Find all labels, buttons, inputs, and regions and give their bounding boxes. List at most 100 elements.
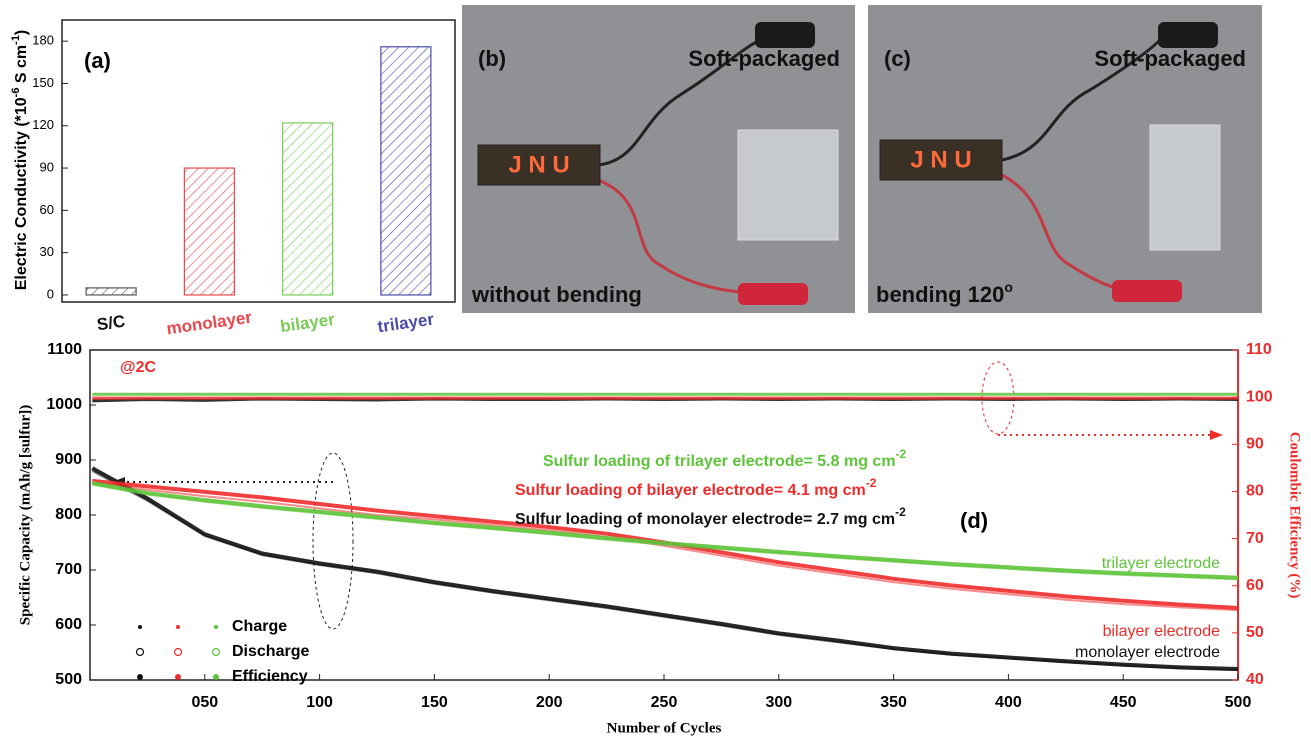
y-tick-label: 800 [55, 506, 82, 523]
series-discharge [91, 470, 1239, 672]
clip [738, 283, 808, 305]
x-tick-label: 450 [1110, 694, 1137, 711]
y2-tick-label: 60 [1246, 577, 1264, 594]
legend-marker [211, 647, 221, 657]
led-panel [477, 144, 601, 186]
photo: J N U (c) Soft-packaged bending 120o [868, 5, 1262, 313]
y2-tick-label: 70 [1246, 530, 1264, 547]
loading-sup: -2 [895, 505, 906, 519]
x-tick-label: 050 [191, 694, 218, 711]
legend-marker [138, 625, 142, 629]
x-tick-label: S/C [96, 312, 127, 335]
x-tick-label: 200 [536, 694, 563, 711]
y2-axis-label: Coulombic Efficiency (%) [1287, 432, 1303, 599]
legend-marker [135, 647, 145, 657]
wire [597, 178, 741, 294]
led-text: J N U [508, 151, 569, 178]
bar [380, 46, 432, 296]
legend-label: Efficiency [232, 668, 308, 685]
panel-label: (a) [84, 48, 111, 73]
y-label-sup: -1 [10, 35, 22, 45]
x-tick-label: 400 [995, 694, 1022, 711]
legend-marker [173, 647, 183, 657]
y-tick-label: 1100 [47, 341, 82, 358]
loading-text: Sulfur loading of trilayer electrode= 5.… [543, 453, 896, 470]
caption-sup: o [1004, 279, 1013, 295]
x-tick-label: 150 [421, 694, 448, 711]
y-axis-label: Specific Capacity (mAh/g [sulfur]) [17, 405, 33, 625]
bar [282, 122, 334, 296]
y2-tick-label: 50 [1246, 624, 1264, 641]
loading-annotation: Sulfur loading of bilayer electrode= 4.1… [515, 476, 877, 499]
clip [1112, 280, 1182, 302]
photo-caption: Soft-packaged [688, 46, 840, 71]
x-tick-label: bilayer [279, 310, 336, 336]
y-tick-label: 60 [40, 202, 54, 217]
loading-text: Sulfur loading of bilayer electrode= 4.1… [515, 482, 866, 499]
clip [1158, 22, 1218, 48]
y-tick-label: 0 [47, 286, 54, 301]
loading-sup: -2 [896, 447, 907, 461]
loading-annotation: Sulfur loading of trilayer electrode= 5.… [543, 447, 907, 470]
wire [1001, 38, 1162, 162]
photo-caption: without bending [471, 282, 642, 307]
x-tick-label: 300 [765, 694, 792, 711]
loading-sup: -2 [866, 476, 877, 490]
pouch-cell [737, 129, 839, 241]
y-tick-label: 30 [40, 244, 54, 259]
y-label-sup: -6 [10, 88, 22, 98]
y2-tick-label: 40 [1246, 671, 1264, 688]
y-axis-label: Electric Conductivity (*10-6 S cm-1) [10, 30, 30, 291]
led-panel [879, 139, 1003, 181]
series-discharge [92, 483, 1239, 581]
loading-annotation: Sulfur loading of monolayer electrode= 2… [515, 505, 906, 528]
x-tick-label: trilayer [376, 310, 435, 337]
legend-marker [214, 625, 218, 629]
legend-label: Charge [232, 618, 287, 635]
y2-tick-label: 100 [1246, 388, 1273, 405]
y-tick-label: 700 [55, 561, 82, 578]
panel-label: (b) [478, 46, 506, 71]
y-tick-label: 1000 [46, 396, 82, 413]
loading-text: Sulfur loading of monolayer electrode= 2… [515, 511, 895, 528]
bar [85, 287, 137, 296]
annotation: @2C [120, 359, 157, 376]
y2-tick-label: 80 [1246, 483, 1264, 500]
y-tick-label: 600 [55, 616, 82, 633]
x-tick-label: monolayer [165, 308, 253, 339]
y2-tick-label: 110 [1246, 341, 1272, 358]
y2-tick-label: 90 [1246, 436, 1264, 453]
y-tick-label: 180 [32, 33, 54, 48]
panel-label: (c) [884, 46, 911, 71]
y-tick-label: 150 [32, 75, 54, 90]
series-charge [91, 481, 1239, 580]
arrow-head [1210, 430, 1223, 440]
plot-frame [61, 19, 456, 303]
y-tick-label: 90 [40, 159, 54, 174]
series-label: trilayer electrode [1102, 555, 1220, 572]
pouch-cell [1149, 124, 1221, 251]
panel-label: (d) [960, 508, 988, 533]
bar [183, 167, 235, 296]
series-discharge [92, 482, 1239, 612]
series-label: bilayer electrode [1103, 623, 1221, 640]
y-tick-label: 900 [55, 451, 82, 468]
legend-marker [213, 674, 219, 680]
wire [597, 38, 761, 167]
y-label-text: ) [13, 30, 30, 35]
x-tick-label: 350 [880, 694, 907, 711]
y-label-text: Electric Conductivity (*10 [13, 97, 30, 290]
x-tick-label: 500 [1225, 694, 1252, 711]
photo-caption: Soft-packaged [1094, 46, 1246, 71]
legend-marker [176, 625, 180, 629]
y-tick-label: 500 [55, 671, 82, 688]
x-tick-label: 100 [306, 694, 333, 711]
clip [755, 22, 815, 48]
legend-marker [175, 674, 181, 680]
led-text: J N U [910, 146, 971, 173]
series-charge [91, 466, 1239, 671]
caption-text: bending 120 [876, 282, 1004, 307]
legend-label: Discharge [232, 643, 309, 660]
photo-caption: bending 120o [876, 279, 1013, 307]
x-tick-label: 250 [651, 694, 678, 711]
